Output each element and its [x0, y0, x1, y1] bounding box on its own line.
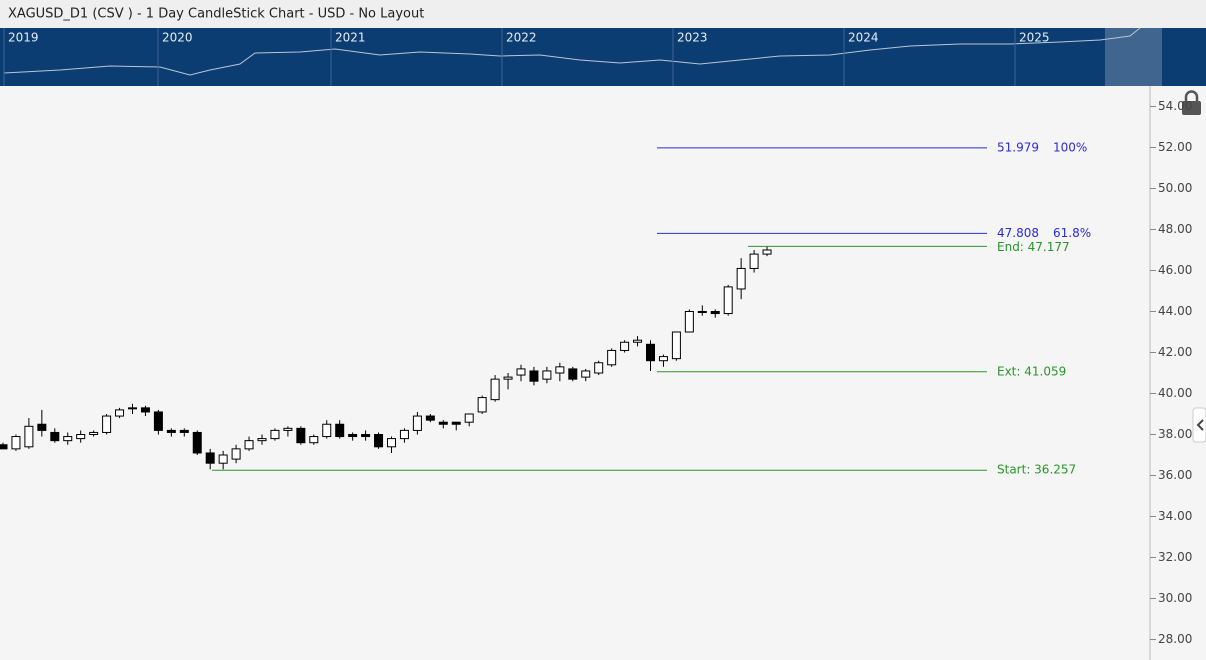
lock-shackle — [1184, 90, 1199, 101]
y-tick-label: 52.00 — [1158, 140, 1192, 154]
navigator-year: 2024 — [848, 31, 879, 45]
candle-body — [244, 440, 254, 450]
navigator-year: 2021 — [335, 31, 366, 45]
candle-body — [115, 409, 125, 417]
candle-body — [218, 454, 228, 464]
y-tick-label: 50.00 — [1158, 181, 1192, 195]
candle-body — [102, 415, 112, 433]
y-tick-label: 34.00 — [1158, 509, 1192, 523]
candle-body — [425, 415, 435, 421]
candle-body — [361, 434, 371, 438]
candle-body — [399, 429, 409, 440]
candle-body — [594, 362, 604, 374]
candle-body — [270, 429, 280, 440]
y-tick-label: 36.00 — [1158, 468, 1192, 482]
candle-body — [736, 267, 746, 290]
candle-body — [697, 311, 707, 313]
candle-body — [633, 339, 643, 343]
candle-body — [309, 436, 319, 444]
y-tick-label: 32.00 — [1158, 550, 1192, 564]
side-panel-toggle[interactable] — [1192, 407, 1206, 443]
candle-body — [50, 431, 60, 442]
candle-body — [503, 376, 513, 380]
candle-body — [451, 421, 461, 425]
y-tick-label: 44.00 — [1158, 304, 1192, 318]
candle-body — [477, 397, 487, 413]
candle-body — [490, 378, 500, 401]
navigator-year: 2019 — [8, 31, 39, 45]
candle-body — [11, 436, 21, 450]
window-title: XAGUSD_D1 (CSV ) - 1 Day CandleStick Cha… — [8, 7, 424, 22]
candle-body — [671, 331, 681, 360]
navigator-line — [3, 27, 1141, 76]
fib-level: 100% — [1053, 140, 1087, 154]
candle-body — [723, 286, 733, 315]
candle-body — [335, 423, 345, 438]
candle-body — [646, 343, 655, 362]
candle-body — [296, 427, 306, 444]
candle-body — [620, 341, 630, 351]
candle-body — [257, 438, 267, 442]
navigator-year: 2022 — [506, 31, 537, 45]
candle-body — [387, 438, 396, 448]
y-tick-label: 46.00 — [1158, 263, 1192, 277]
navigator[interactable] — [0, 28, 1206, 86]
fib-level: 61.8% — [1053, 226, 1091, 240]
navigator-year: 2025 — [1019, 31, 1050, 45]
candle-body — [658, 356, 668, 362]
y-tick-label: 30.00 — [1158, 591, 1192, 605]
y-tick-label: 48.00 — [1158, 222, 1192, 236]
y-tick-label: 28.00 — [1158, 632, 1192, 646]
marker-label: Ext: 41.059 — [997, 364, 1066, 378]
candle-body — [322, 423, 332, 438]
candle-body — [205, 452, 215, 464]
candle-body — [179, 429, 189, 433]
side-panel-arrow — [1196, 419, 1204, 431]
candle-body — [192, 431, 202, 454]
candle-body — [153, 411, 163, 431]
navigator-year: 2023 — [677, 31, 708, 45]
navigator-selection[interactable] — [1105, 28, 1162, 86]
candle-body — [542, 370, 552, 380]
candle-body — [37, 423, 47, 431]
lock-icon — [1182, 101, 1201, 115]
candle-body — [283, 427, 293, 431]
candle-body — [412, 415, 422, 431]
candle-body — [607, 349, 617, 366]
candle-body — [128, 407, 137, 410]
candle-body — [0, 444, 8, 450]
y-tick-label: 42.00 — [1158, 345, 1192, 359]
candle-body — [140, 407, 150, 413]
candle-body — [24, 425, 34, 448]
y-tick-label: 38.00 — [1158, 427, 1192, 441]
fib-price: 51.979 — [997, 140, 1039, 154]
title-bar — [0, 0, 1206, 28]
candle-body — [568, 368, 578, 380]
candle-body — [348, 434, 358, 438]
candle-body — [63, 436, 73, 442]
y-tick-label: 54.00 — [1158, 99, 1192, 113]
candle-body — [89, 431, 99, 436]
candle-body — [231, 448, 241, 460]
candle-body — [374, 434, 384, 448]
navigator-year: 2020 — [162, 31, 193, 45]
candle-body — [762, 249, 772, 255]
candle-body — [438, 421, 448, 425]
y-tick-label: 40.00 — [1158, 386, 1192, 400]
candle-body — [555, 366, 565, 374]
candle-body — [710, 311, 720, 315]
candle-body — [76, 434, 86, 440]
candle-body — [516, 368, 526, 376]
marker-label: End: 47.177 — [997, 240, 1070, 254]
candle-body — [581, 370, 591, 378]
candle-body — [166, 429, 176, 433]
fib-price: 47.808 — [997, 226, 1039, 240]
candle-body — [464, 413, 474, 423]
candle-body — [529, 370, 539, 382]
marker-label: Start: 36.257 — [997, 463, 1076, 477]
candle-body — [684, 311, 694, 333]
candle-body — [749, 253, 759, 269]
